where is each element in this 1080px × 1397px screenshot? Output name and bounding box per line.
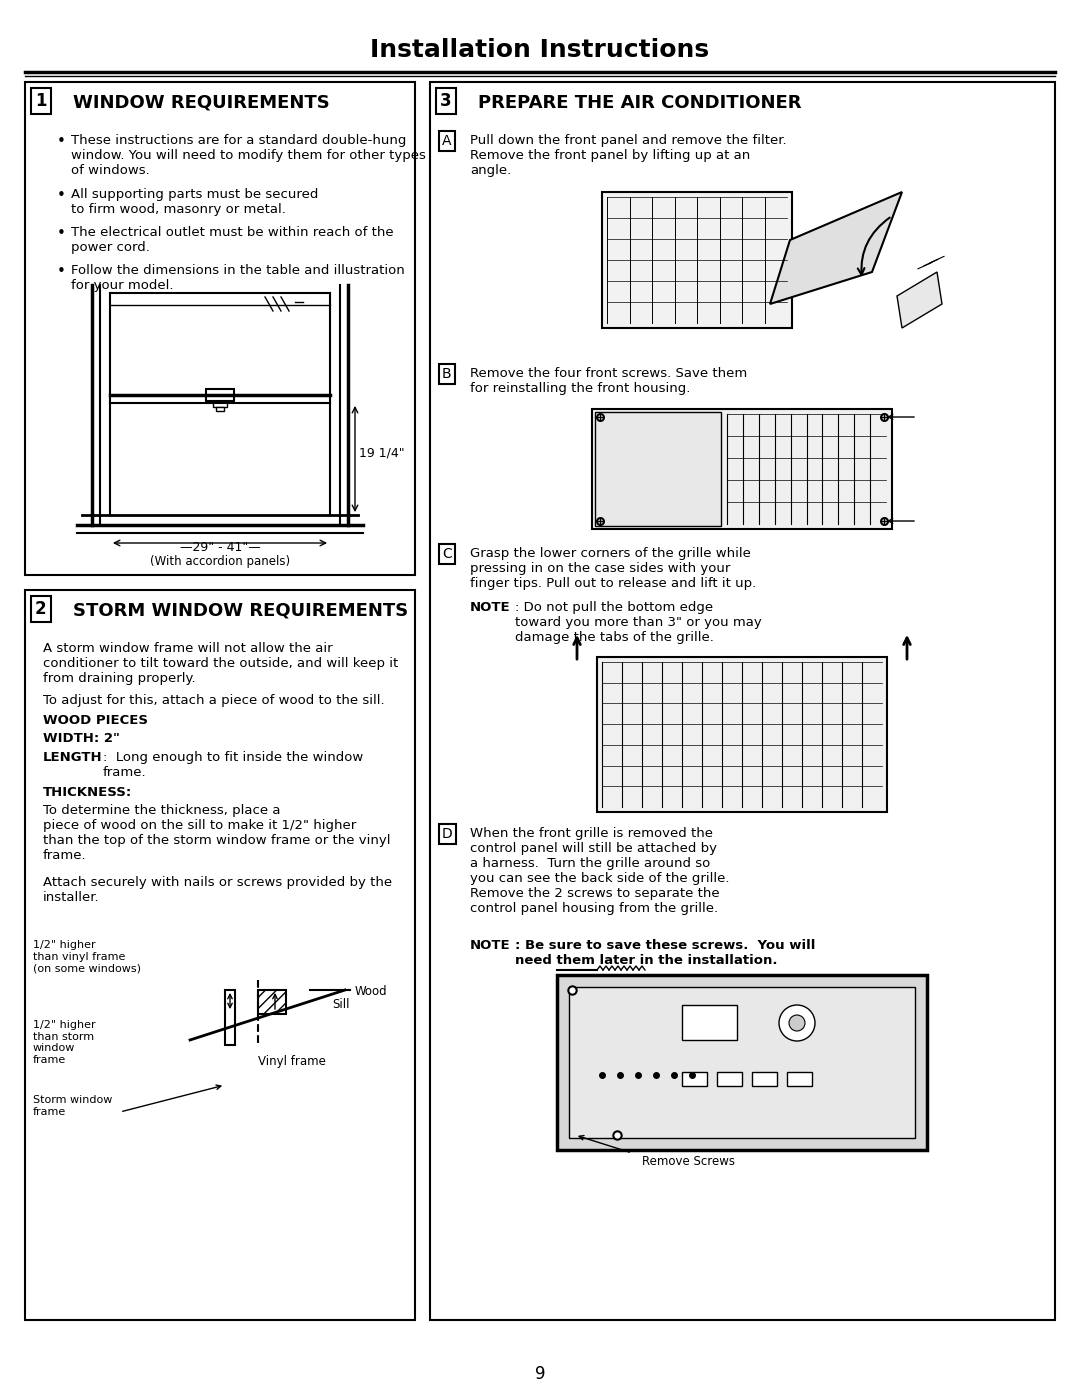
Bar <box>216 407 224 411</box>
Circle shape <box>779 1004 815 1041</box>
Text: Vinyl frame: Vinyl frame <box>258 1055 326 1067</box>
Text: A storm window frame will not allow the air
conditioner to tilt toward the outsi: A storm window frame will not allow the … <box>43 643 399 685</box>
Text: (With accordion panels): (With accordion panels) <box>150 555 291 569</box>
Text: 2: 2 <box>35 599 46 617</box>
Text: Remove the four front screws. Save them
for reinstalling the front housing.: Remove the four front screws. Save them … <box>470 367 747 395</box>
Text: :  Long enough to fit inside the window
frame.: : Long enough to fit inside the window f… <box>103 752 363 780</box>
Text: WINDOW REQUIREMENTS: WINDOW REQUIREMENTS <box>73 94 329 112</box>
Text: 1/2" higher
than storm
window
frame: 1/2" higher than storm window frame <box>33 1020 96 1065</box>
Text: To adjust for this, attach a piece of wood to the sill.: To adjust for this, attach a piece of wo… <box>43 694 384 707</box>
Text: 1: 1 <box>35 92 46 110</box>
Text: STORM WINDOW REQUIREMENTS: STORM WINDOW REQUIREMENTS <box>73 602 408 620</box>
Text: PREPARE THE AIR CONDITIONER: PREPARE THE AIR CONDITIONER <box>478 94 801 112</box>
Text: B: B <box>442 367 451 381</box>
Text: Installation Instructions: Installation Instructions <box>370 38 710 61</box>
Text: Pull down the front panel and remove the filter.
Remove the front panel by lifti: Pull down the front panel and remove the… <box>470 134 786 177</box>
Bar <box>206 388 234 401</box>
Text: C: C <box>442 548 451 562</box>
Text: WIDTH: 2": WIDTH: 2" <box>43 732 120 745</box>
Text: Sill: Sill <box>332 997 350 1011</box>
Text: THICKNESS:: THICKNESS: <box>43 787 132 799</box>
Text: WOOD PIECES: WOOD PIECES <box>43 714 148 726</box>
Text: Storm window
frame: Storm window frame <box>33 1095 112 1116</box>
Bar <box>787 1071 812 1085</box>
Bar <box>595 412 721 527</box>
Text: To determine the thickness, place a
piece of wood on the sill to make it 1/2" hi: To determine the thickness, place a piec… <box>43 805 391 862</box>
Text: The electrical outlet must be within reach of the
power cord.: The electrical outlet must be within rea… <box>71 226 393 254</box>
Text: NOTE: NOTE <box>470 939 511 951</box>
Polygon shape <box>897 272 942 328</box>
Text: Attach securely with nails or screws provided by the
installer.: Attach securely with nails or screws pro… <box>43 876 392 904</box>
Bar <box>752 1071 777 1085</box>
Text: All supporting parts must be secured
to firm wood, masonry or metal.: All supporting parts must be secured to … <box>71 189 319 217</box>
Circle shape <box>789 1016 805 1031</box>
Text: When the front grille is removed the
control panel will still be attached by
a h: When the front grille is removed the con… <box>470 827 729 915</box>
Text: D: D <box>442 827 453 841</box>
Text: •: • <box>57 189 66 203</box>
Text: Grasp the lower corners of the grille while
pressing in on the case sides with y: Grasp the lower corners of the grille wh… <box>470 548 756 590</box>
Bar <box>25 590 415 1320</box>
Bar <box>213 401 227 407</box>
Bar <box>430 82 1055 1320</box>
Polygon shape <box>770 191 902 305</box>
Bar <box>225 990 235 1045</box>
Text: 9: 9 <box>535 1365 545 1383</box>
Text: 1/2" higher
than vinyl frame
(on some windows): 1/2" higher than vinyl frame (on some wi… <box>33 940 141 974</box>
Bar <box>681 1004 737 1039</box>
Bar <box>557 975 927 1150</box>
Bar <box>717 1071 742 1085</box>
Text: : Be sure to save these screws.  You will
need them later in the installation.: : Be sure to save these screws. You will… <box>515 939 815 967</box>
Bar <box>592 409 892 529</box>
Text: Remove Screws: Remove Screws <box>642 1155 735 1168</box>
Text: 19 1/4": 19 1/4" <box>359 447 405 460</box>
Text: LENGTH: LENGTH <box>43 752 103 764</box>
Text: : Do not pull the bottom edge
toward you more than 3" or you may
damage the tabs: : Do not pull the bottom edge toward you… <box>515 601 761 644</box>
Bar <box>602 191 793 328</box>
Text: Wood: Wood <box>355 985 388 997</box>
Text: —29" - 41"—: —29" - 41"— <box>179 541 260 555</box>
Text: 3: 3 <box>440 92 451 110</box>
Bar <box>258 990 286 1014</box>
Text: NOTE: NOTE <box>470 601 511 615</box>
Bar <box>25 82 415 576</box>
Text: These instructions are for a standard double-hung
window. You will need to modif: These instructions are for a standard do… <box>71 134 426 177</box>
Text: A: A <box>442 134 451 148</box>
Bar <box>681 1071 707 1085</box>
Text: •: • <box>57 226 66 242</box>
Text: Follow the dimensions in the table and illustration
for your model.: Follow the dimensions in the table and i… <box>71 264 405 292</box>
Text: •: • <box>57 134 66 149</box>
Text: •: • <box>57 264 66 279</box>
Bar <box>597 657 887 812</box>
Bar <box>569 988 915 1139</box>
